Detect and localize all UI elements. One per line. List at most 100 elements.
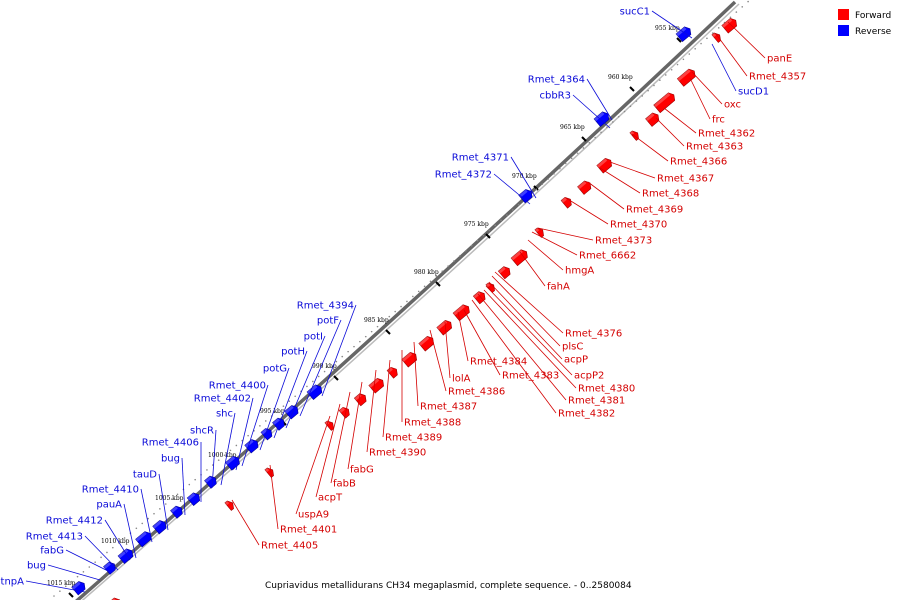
minor-tick [317, 375, 320, 378]
tick-label: 990 kbp [312, 363, 337, 370]
minor-tick [423, 285, 426, 288]
minor-tick [306, 385, 308, 388]
leader-line [587, 181, 625, 210]
reverse-gene-label: potF [317, 316, 339, 327]
reverse-gene-label: Rmet_4372 [435, 170, 492, 181]
leader-line [315, 403, 341, 498]
reverse-gene-label: Rmet_4412 [46, 516, 103, 527]
minor-tick [747, 0, 749, 3]
leader-line [691, 71, 723, 105]
forward-gene-arrow [436, 320, 453, 336]
leader-line [483, 289, 577, 389]
leader-line [158, 473, 169, 531]
leader-line [259, 367, 290, 451]
reverse-gene-label: shc [216, 409, 233, 420]
leader-line [631, 133, 669, 162]
reverse-gene-label: Rmet_4394 [297, 301, 354, 312]
forward-gene-arrow [645, 112, 660, 127]
minor-tick [570, 157, 573, 160]
leader-line [231, 499, 260, 546]
forward-gene-label: fabB [333, 479, 356, 490]
forward-gene-label: fabG [350, 465, 374, 476]
tick-mark [581, 136, 587, 142]
forward-gene-label: acpP2 [574, 371, 604, 382]
leader-line [663, 107, 697, 134]
minor-tick [717, 27, 720, 29]
forward-gene-label: Rmet_4382 [558, 409, 615, 420]
tick-mark [485, 233, 491, 239]
reverse-gene-label: Rmet_4410 [82, 485, 139, 496]
minor-tick [370, 330, 373, 333]
reverse-gene-arrow [186, 492, 201, 507]
forward-gene-label: Rmet_4401 [280, 525, 337, 536]
reverse-gene-label: pauA [96, 500, 122, 511]
tick-label: 955 kbp [655, 25, 680, 32]
minor-tick [694, 48, 696, 50]
forward-gene-arrow [368, 378, 385, 394]
minor-tick [700, 42, 702, 45]
minor-tick [682, 58, 685, 61]
forward-gene-label: oxc [724, 100, 741, 111]
minor-tick [223, 454, 226, 457]
tick-mark [385, 329, 391, 335]
forward-gene-label: Rmet_6662 [579, 251, 636, 262]
leader-line [519, 251, 546, 287]
leader-line [565, 197, 609, 225]
minor-tick [688, 53, 691, 55]
leader-line [651, 10, 693, 39]
forward-gene-arrow [224, 500, 234, 511]
tick-label: 965 kbp [560, 124, 585, 131]
minor-tick [664, 74, 667, 76]
leader-line [235, 397, 254, 471]
legend-forward-label: Forward [855, 11, 891, 21]
reverse-gene-arrow [170, 505, 183, 519]
minor-tick [229, 449, 232, 452]
forward-gene-label: Rmet_4368 [642, 189, 699, 200]
forward-gene-label: Rmet_4369 [626, 205, 683, 216]
leader-line [321, 304, 357, 397]
tick-label: 985 kbp [364, 317, 389, 324]
minor-tick [517, 203, 520, 206]
forward-gene-label: uspA9 [298, 510, 329, 521]
leader-line [220, 412, 236, 486]
forward-gene-label: Rmet_4380 [578, 384, 635, 395]
minor-tick [329, 365, 332, 368]
minor-tick [394, 310, 396, 313]
reverse-gene-arrow [593, 111, 610, 128]
minor-tick [559, 167, 561, 170]
gene-features [71, 18, 738, 600]
leader-line [488, 281, 563, 360]
forward-gene-label: frc [712, 115, 725, 126]
reverse-gene-label: bug [161, 454, 180, 465]
minor-tick [341, 355, 344, 358]
minor-tick [100, 556, 102, 559]
minor-tick [188, 483, 191, 486]
minor-tick [582, 147, 585, 149]
tick-label: 960 kbp [608, 74, 633, 81]
leader-line [572, 94, 611, 129]
map-caption: Cupriavidus metallidurans CH34 megaplasm… [265, 581, 632, 591]
minor-tick [123, 537, 126, 539]
minor-tick [729, 16, 732, 19]
minor-tick [647, 89, 649, 92]
forward-gene-arrow [510, 249, 528, 267]
reverse-gene-arrow [675, 26, 692, 43]
minor-tick [400, 305, 402, 308]
minor-tick [217, 459, 220, 461]
minor-tick [506, 214, 508, 216]
forward-gene-label: Rmet_4376 [565, 329, 622, 340]
leader-line [586, 78, 613, 121]
minor-tick [612, 121, 614, 123]
leader-line [181, 457, 186, 516]
forward-gene-label: Rmet_4386 [448, 387, 505, 398]
leader-line [463, 309, 501, 376]
forward-gene-label: acpP [564, 355, 588, 366]
leader-line [366, 369, 377, 453]
forward-gene-arrow [497, 266, 511, 280]
reverse-gene-label: shcR [190, 426, 214, 437]
minor-tick [500, 219, 502, 221]
legend-reverse-swatch [838, 25, 849, 36]
minor-tick [141, 522, 144, 525]
reverse-gene-label: Rmet_4371 [452, 153, 509, 164]
